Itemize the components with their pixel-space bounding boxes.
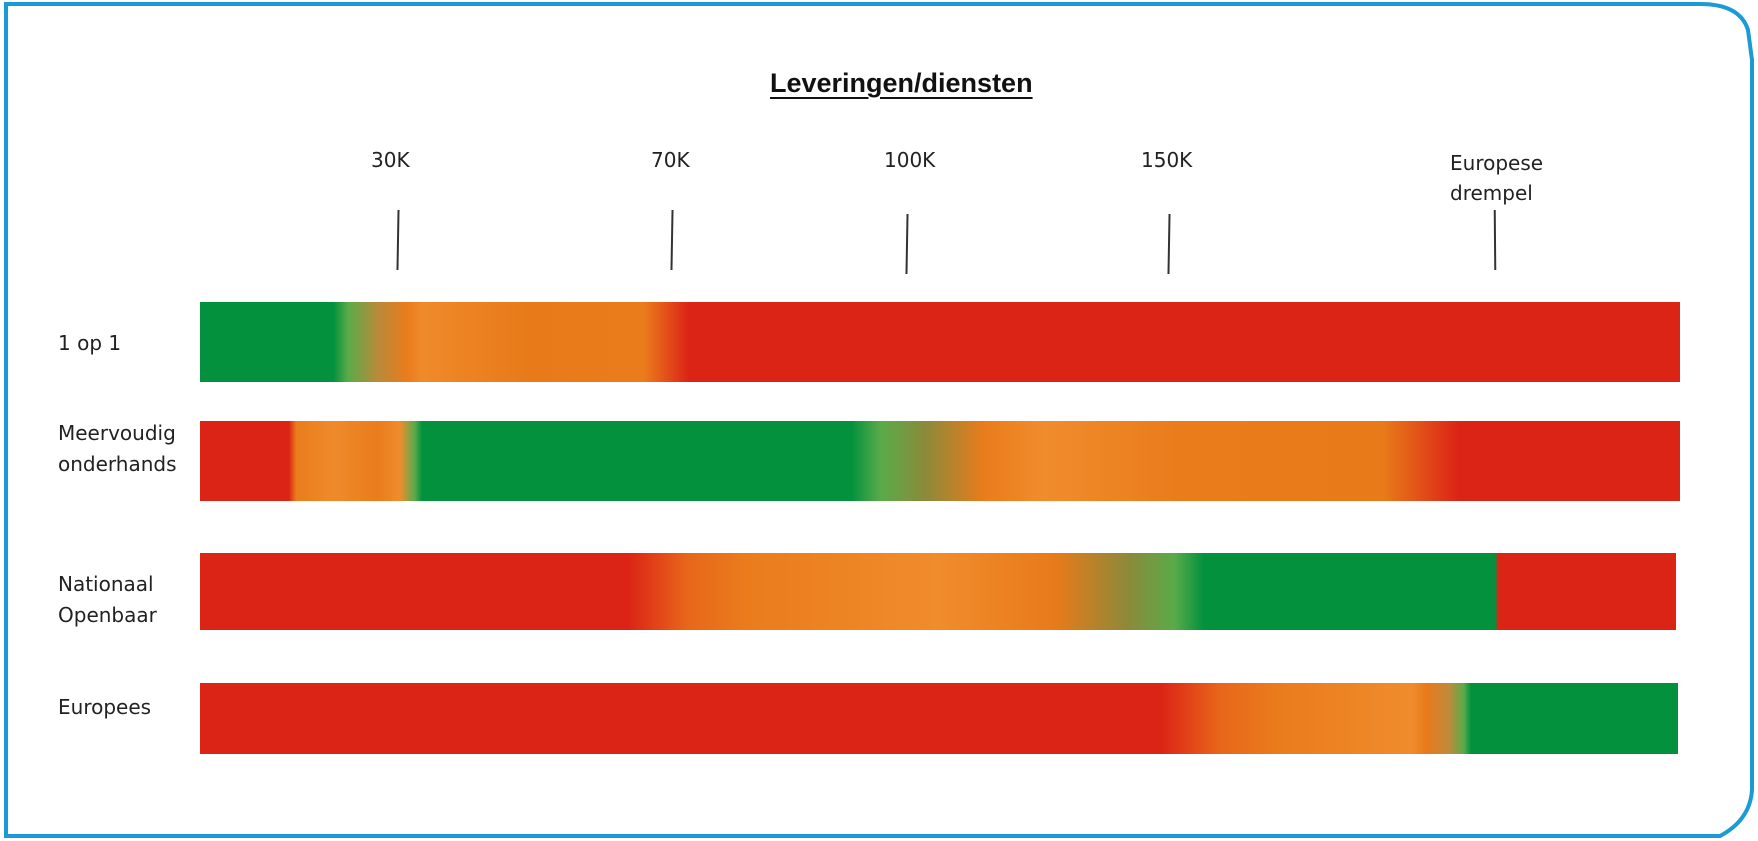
row-label-line: 1 op 1	[58, 331, 122, 355]
row-label-line: Meervoudig	[58, 421, 176, 445]
row-label-europees: Europees	[58, 692, 151, 723]
threshold-label-europese-drempel: Europese drempel	[1450, 148, 1543, 208]
threshold-label-100k: 100K	[884, 148, 936, 172]
row-label-meervoudig-onderhands: Meervoudig onderhands	[58, 418, 177, 480]
bar-meervoudig-onderhands	[200, 421, 1680, 501]
bar-1-op-1	[200, 302, 1680, 382]
threshold-label-line: Europese	[1450, 151, 1544, 175]
row-label-line: Openbaar	[58, 603, 157, 627]
threshold-label-150k: 150K	[1141, 148, 1193, 172]
row-label-line: Europees	[58, 695, 152, 719]
threshold-label-line: drempel	[1450, 181, 1533, 205]
threshold-label-30k: 30K	[371, 148, 410, 172]
threshold-label-70k: 70K	[651, 148, 690, 172]
row-label-line: Nationaal	[58, 572, 154, 596]
bar-nationaal-openbaar	[200, 553, 1676, 630]
chart-title: Leveringen/diensten	[770, 68, 1033, 98]
row-label-nationaal-openbaar: Nationaal Openbaar	[58, 569, 157, 631]
row-label-1-op-1: 1 op 1	[58, 328, 121, 359]
bar-europees	[200, 683, 1678, 754]
row-label-line: onderhands	[58, 452, 177, 476]
